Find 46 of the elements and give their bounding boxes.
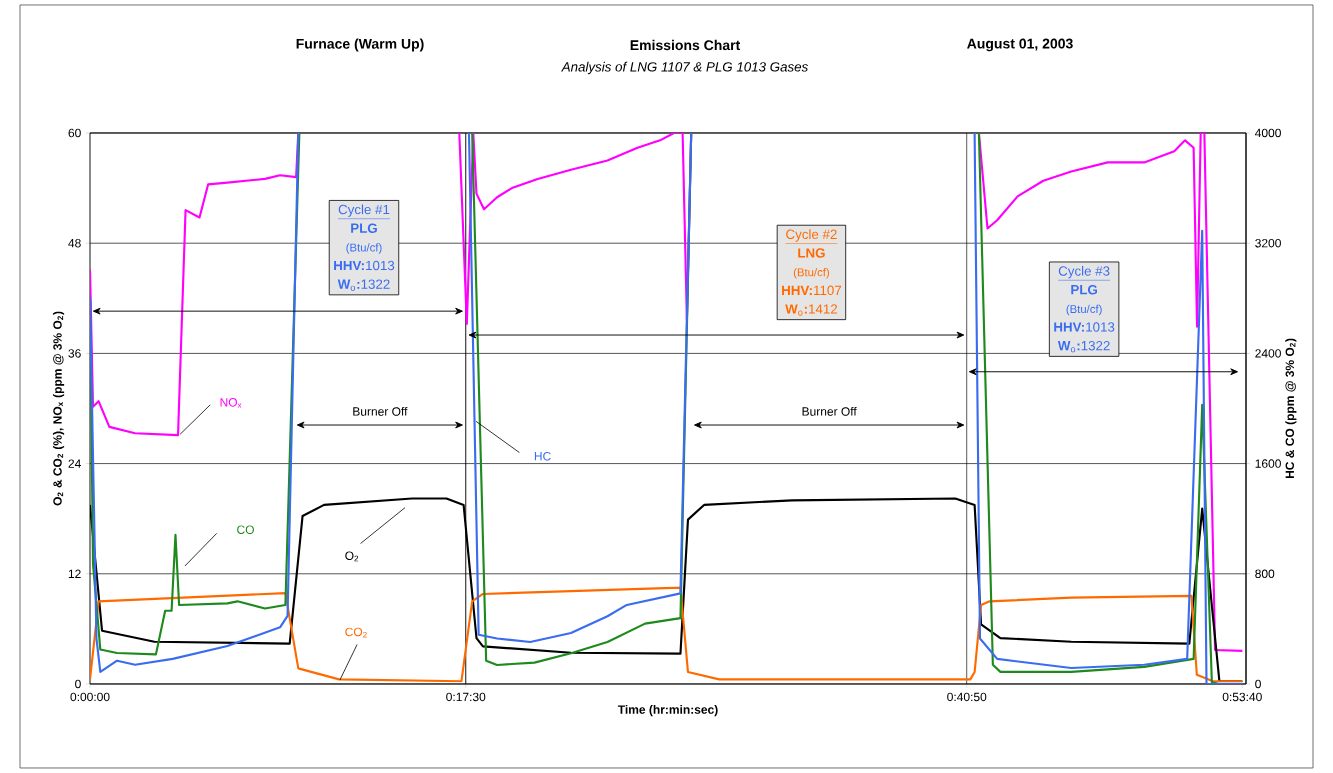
annotation: W$_{o}$:1322	[1057, 340, 1110, 353]
text: August 01, 2003	[967, 38, 1073, 52]
text: O$_{2}$	[345, 551, 359, 562]
annotation: W$_{o}$:1322	[337, 279, 390, 291]
y2-tick-label: 3200	[1255, 238, 1281, 248]
x-tick-label: 0:00:00	[70, 692, 110, 702]
annotation: (Btu/cf)	[793, 268, 829, 279]
annotation: W$_{o}$:1412	[785, 304, 838, 316]
chart-title: Emissions Chart	[630, 39, 741, 51]
text: HC	[534, 451, 551, 461]
x-axis-title: Time (hr:min:sec)	[617, 705, 718, 717]
text: CO$_{2}$	[345, 627, 367, 638]
annotation: Burner Off	[353, 406, 408, 416]
y-tick-label: 0	[75, 679, 81, 689]
x-tick-label: 0:53:40	[1222, 692, 1262, 702]
annotation: PLG	[351, 223, 377, 233]
annotation: PLG	[1071, 284, 1098, 295]
chart-subtitle: Analysis of LNG 1107 & PLG 1013 Gases	[561, 61, 808, 75]
y-tick-label: 48	[68, 238, 81, 248]
annotation: Cycle #2	[786, 229, 837, 242]
annotation: Cycle #1	[338, 204, 390, 217]
y2-tick-label: 0	[1255, 679, 1261, 689]
x-tick-label: 0:17:30	[446, 692, 486, 702]
x-tick-label: 0:40:50	[947, 692, 987, 702]
annotation: Burner Off	[802, 406, 857, 416]
annotation: LNG	[798, 248, 825, 258]
y2-tick-label: 4000	[1254, 128, 1281, 138]
y2-tick-label: 1600	[1255, 459, 1281, 468]
annotation: HHV:1013	[1054, 322, 1115, 332]
text: Furnace (Warm Up)	[296, 38, 424, 52]
text: NO$_{x}$	[220, 398, 242, 408]
text: CO	[237, 525, 254, 534]
line-series	[90, 586, 1244, 683]
annotation: (Btu/cf)	[346, 243, 382, 254]
y2-tick-label: 800	[1255, 569, 1275, 579]
text: O$_{2}$ & CO$_{2}$ (%), NO$_{x}$ (ppm @ 3% O$_{2}$)	[52, 311, 65, 506]
y-tick-label: 60	[68, 128, 81, 138]
y2-tick-label: 2400	[1255, 349, 1281, 358]
y-tick-label: 24	[68, 459, 81, 468]
y2-axis-title: HC & CO (ppm @ 3% O$_{2}$)	[1285, 338, 1297, 479]
annotation: HHV:1013	[334, 260, 395, 271]
y-tick-label: 12	[68, 569, 81, 578]
annotation: HHV:1107	[782, 285, 842, 296]
y-tick-label: 36	[68, 349, 81, 358]
annotation: (Btu/cf)	[1066, 304, 1102, 316]
annotation: Cycle #3	[1058, 265, 1110, 279]
